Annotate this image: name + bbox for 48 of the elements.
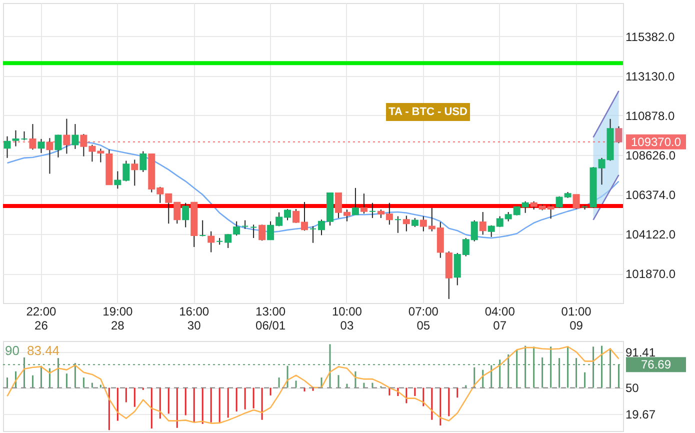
candlestick <box>310 226 316 244</box>
candlestick <box>352 187 359 216</box>
candlestick <box>72 124 79 150</box>
line-series <box>6 346 620 424</box>
ref-line-label: 109370.0 <box>630 134 682 149</box>
candlestick <box>63 118 70 154</box>
candlestick <box>572 194 580 210</box>
candlestick <box>250 224 258 239</box>
y-tick-label: 115382.0 <box>626 30 675 44</box>
annotation: 83.44 <box>27 343 60 358</box>
candlestick <box>394 216 402 234</box>
x-tick-label: 01:00 09 <box>561 304 592 332</box>
y-tick-label: 106374.0 <box>626 188 676 202</box>
candlestick <box>12 130 20 147</box>
candlestick <box>38 138 45 154</box>
annotation: 90 <box>5 343 20 358</box>
x-tick-label: 07:00 05 <box>408 304 439 332</box>
y-tick-label: 91.41 <box>626 345 656 360</box>
y-tick-label: 50 <box>626 381 640 396</box>
candlestick <box>131 159 138 186</box>
x-tick-label: 13:00 06/01 <box>256 304 286 332</box>
y-tick-label: 104122.0 <box>626 228 676 242</box>
y-tick-label: 19.67 <box>626 407 656 422</box>
candlestick <box>4 136 11 158</box>
x-tick-label: 19:00 28 <box>102 304 133 332</box>
candlestick <box>199 220 206 237</box>
candlestick <box>360 193 368 214</box>
candlestick <box>54 134 62 158</box>
candlestick <box>368 202 376 218</box>
candlestick <box>29 124 36 150</box>
y-tick-label: 110878.0 <box>626 108 675 123</box>
candlestick <box>208 230 215 253</box>
y-tick-label: 113130.0 <box>626 69 675 84</box>
annotation: TA - BTC - USD <box>388 106 468 118</box>
x-tick-label: 22:00 26 <box>26 304 57 332</box>
ref-line-label: 76.69 <box>640 358 672 372</box>
candlestick <box>479 212 486 236</box>
x-tick-label: 04:00 07 <box>484 304 516 332</box>
candlestick <box>140 150 147 172</box>
x-tick-label: 16:00 30 <box>179 304 210 332</box>
candlestick <box>46 138 54 174</box>
y-tick-label: 108626.0 <box>626 148 676 162</box>
x-tick-label: 10:00 03 <box>332 304 362 332</box>
y-tick-label: 101870.0 <box>626 267 676 282</box>
candlestick <box>402 215 410 232</box>
candlestick <box>615 126 622 144</box>
candlestick <box>258 224 266 242</box>
candlestick <box>182 202 190 228</box>
